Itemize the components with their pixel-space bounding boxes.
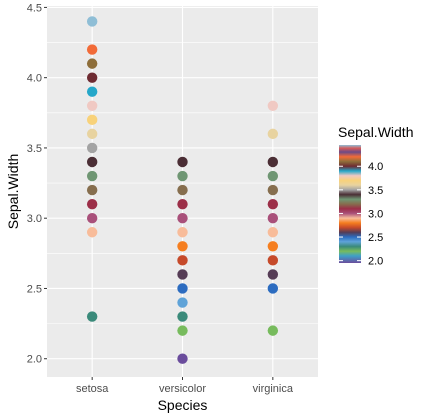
data-point [267, 156, 279, 168]
data-point [267, 227, 279, 238]
legend: Sepal.Width 4.0 3.5 3.0 2.5 2.0 [338, 124, 413, 268]
data-point [86, 72, 98, 83]
data-point [267, 241, 279, 252]
data-point [177, 170, 188, 182]
data-point [177, 255, 188, 266]
legend-label: 3.5 [368, 185, 383, 197]
data-point [177, 353, 188, 364]
data-point [86, 170, 98, 182]
data-point [86, 184, 98, 196]
data-point [267, 255, 279, 266]
data-point [86, 142, 98, 154]
data-point [267, 283, 279, 294]
legend-label: 3.0 [368, 208, 383, 220]
data-point [86, 198, 98, 210]
y-tick-label: 4.5 [27, 2, 42, 14]
data-point [86, 44, 98, 55]
data-point [177, 269, 188, 280]
data-point [267, 170, 279, 182]
data-point [177, 241, 188, 252]
data-point [177, 198, 188, 210]
data-point [177, 184, 188, 196]
y-tick-label: 4.0 [27, 73, 42, 85]
y-tick-label: 3.0 [27, 213, 42, 225]
data-point [177, 325, 188, 336]
x-tick-label: virginica [253, 383, 294, 395]
data-point [86, 114, 98, 126]
data-point [86, 100, 98, 111]
data-point [177, 297, 188, 308]
legend-label: 4.0 [368, 161, 383, 173]
data-point [267, 128, 279, 140]
data-point [177, 156, 188, 168]
data-point [267, 100, 279, 111]
data-point [267, 325, 279, 336]
legend-label: 2.5 [368, 232, 383, 244]
data-point [86, 227, 98, 238]
data-points [86, 16, 279, 364]
data-point [86, 86, 98, 97]
legend-label: 2.0 [368, 256, 383, 268]
y-tick-label: 3.5 [27, 143, 42, 155]
data-point [267, 213, 279, 224]
data-point [267, 184, 279, 196]
data-point [177, 311, 188, 322]
x-tick-label: versicolor [159, 383, 206, 395]
y-axis: 2.0 2.5 3.0 3.5 4.0 4.5 [27, 2, 47, 366]
legend-ticks: 4.0 3.5 3.0 2.5 2.0 [339, 161, 383, 268]
data-point [86, 128, 98, 140]
x-axis-title: Species [158, 397, 208, 413]
y-axis-title: Sepal.Width [5, 154, 21, 229]
y-tick-label: 2.5 [27, 283, 42, 295]
x-axis: setosa versicolor virginica [76, 377, 294, 395]
data-point [86, 16, 98, 27]
data-point [86, 58, 98, 69]
data-point [177, 283, 188, 294]
data-point [177, 213, 188, 224]
data-point [86, 311, 98, 322]
data-point [267, 198, 279, 210]
legend-title: Sepal.Width [338, 124, 413, 140]
data-point [86, 213, 98, 224]
data-point [177, 227, 188, 238]
data-point [86, 156, 98, 168]
data-point [267, 269, 279, 280]
y-tick-label: 2.0 [27, 354, 42, 366]
legend-colorbar [339, 145, 361, 263]
x-tick-label: setosa [76, 383, 109, 395]
